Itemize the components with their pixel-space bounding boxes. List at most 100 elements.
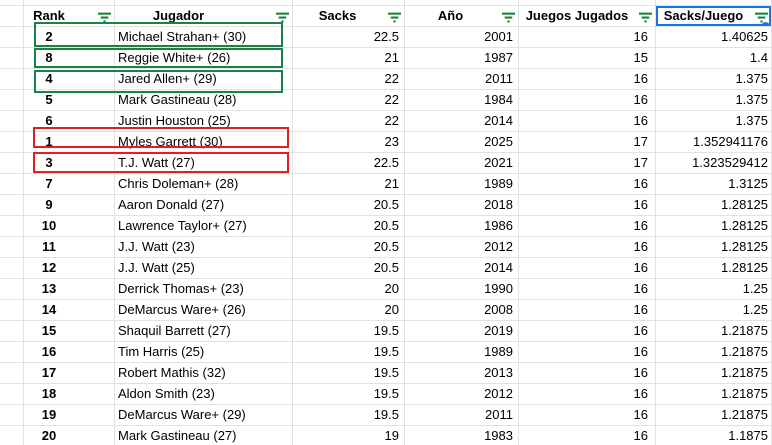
- cell-sacks[interactable]: 22: [293, 69, 405, 90]
- empty-cell[interactable]: [115, 0, 293, 6]
- cell-sacks_juego[interactable]: 1.4: [656, 48, 772, 69]
- cell-sacks[interactable]: 21: [293, 174, 405, 195]
- header-cell-sacks_juego[interactable]: Sacks/Juego: [656, 6, 772, 27]
- header-cell-rank[interactable]: Rank: [24, 6, 115, 27]
- empty-cell[interactable]: [0, 153, 24, 174]
- cell-sacks_juego[interactable]: 1.21875: [656, 363, 772, 384]
- cell-ano[interactable]: 2011: [405, 405, 519, 426]
- cell-jugador[interactable]: Aldon Smith (23): [115, 384, 293, 405]
- cell-sacks_juego[interactable]: 1.3125: [656, 174, 772, 195]
- cell-ano[interactable]: 2012: [405, 237, 519, 258]
- cell-rank[interactable]: 14: [24, 300, 115, 321]
- empty-header-cell[interactable]: [0, 6, 24, 27]
- empty-cell[interactable]: [24, 0, 115, 6]
- cell-ano[interactable]: 1984: [405, 90, 519, 111]
- cell-sacks_juego[interactable]: 1.21875: [656, 405, 772, 426]
- empty-cell[interactable]: [0, 363, 24, 384]
- cell-jugador[interactable]: Robert Mathis (32): [115, 363, 293, 384]
- cell-rank[interactable]: 13: [24, 279, 115, 300]
- cell-juegos_jugados[interactable]: 16: [519, 426, 656, 445]
- cell-jugador[interactable]: Derrick Thomas+ (23): [115, 279, 293, 300]
- header-cell-ano[interactable]: Año: [405, 6, 519, 27]
- cell-sacks[interactable]: 19.5: [293, 405, 405, 426]
- empty-cell[interactable]: [0, 0, 24, 6]
- empty-cell[interactable]: [0, 174, 24, 195]
- cell-sacks[interactable]: 22: [293, 111, 405, 132]
- cell-rank[interactable]: 10: [24, 216, 115, 237]
- cell-jugador[interactable]: T.J. Watt (27): [115, 153, 293, 174]
- empty-cell[interactable]: [0, 300, 24, 321]
- cell-jugador[interactable]: Myles Garrett (30): [115, 132, 293, 153]
- cell-sacks_juego[interactable]: 1.25: [656, 279, 772, 300]
- cell-jugador[interactable]: Mark Gastineau (27): [115, 426, 293, 445]
- cell-ano[interactable]: 1987: [405, 48, 519, 69]
- cell-rank[interactable]: 19: [24, 405, 115, 426]
- cell-jugador[interactable]: Justin Houston (25): [115, 111, 293, 132]
- cell-juegos_jugados[interactable]: 16: [519, 321, 656, 342]
- cell-ano[interactable]: 2012: [405, 384, 519, 405]
- header-cell-jugador[interactable]: Jugador: [115, 6, 293, 27]
- empty-cell[interactable]: [0, 195, 24, 216]
- cell-juegos_jugados[interactable]: 16: [519, 216, 656, 237]
- cell-jugador[interactable]: Michael Strahan+ (30): [115, 27, 293, 48]
- cell-sacks[interactable]: 19: [293, 426, 405, 445]
- cell-rank[interactable]: 4: [24, 69, 115, 90]
- cell-rank[interactable]: 3: [24, 153, 115, 174]
- empty-cell[interactable]: [293, 0, 405, 6]
- cell-sacks_juego[interactable]: 1.375: [656, 69, 772, 90]
- cell-juegos_jugados[interactable]: 16: [519, 90, 656, 111]
- cell-jugador[interactable]: J.J. Watt (25): [115, 258, 293, 279]
- cell-juegos_jugados[interactable]: 16: [519, 300, 656, 321]
- empty-cell[interactable]: [0, 426, 24, 445]
- cell-ano[interactable]: 2019: [405, 321, 519, 342]
- cell-sacks[interactable]: 22.5: [293, 27, 405, 48]
- cell-rank[interactable]: 9: [24, 195, 115, 216]
- cell-ano[interactable]: 1983: [405, 426, 519, 445]
- empty-cell[interactable]: [519, 0, 656, 6]
- cell-sacks_juego[interactable]: 1.21875: [656, 321, 772, 342]
- cell-sacks_juego[interactable]: 1.28125: [656, 258, 772, 279]
- filter-button[interactable]: [387, 11, 401, 23]
- cell-jugador[interactable]: Shaquil Barrett (27): [115, 321, 293, 342]
- cell-sacks_juego[interactable]: 1.352941176: [656, 132, 772, 153]
- filter-button[interactable]: [638, 11, 652, 23]
- cell-juegos_jugados[interactable]: 16: [519, 405, 656, 426]
- cell-juegos_jugados[interactable]: 16: [519, 174, 656, 195]
- cell-jugador[interactable]: Lawrence Taylor+ (27): [115, 216, 293, 237]
- cell-ano[interactable]: 2013: [405, 363, 519, 384]
- empty-cell[interactable]: [0, 27, 24, 48]
- cell-juegos_jugados[interactable]: 16: [519, 27, 656, 48]
- cell-ano[interactable]: 2018: [405, 195, 519, 216]
- cell-ano[interactable]: 2001: [405, 27, 519, 48]
- cell-ano[interactable]: 1989: [405, 174, 519, 195]
- empty-cell[interactable]: [0, 258, 24, 279]
- cell-ano[interactable]: 2011: [405, 69, 519, 90]
- cell-rank[interactable]: 16: [24, 342, 115, 363]
- cell-ano[interactable]: 1989: [405, 342, 519, 363]
- empty-cell[interactable]: [0, 90, 24, 111]
- cell-sacks[interactable]: 20.5: [293, 195, 405, 216]
- cell-sacks[interactable]: 23: [293, 132, 405, 153]
- cell-juegos_jugados[interactable]: 15: [519, 48, 656, 69]
- cell-jugador[interactable]: Aaron Donald (27): [115, 195, 293, 216]
- cell-rank[interactable]: 8: [24, 48, 115, 69]
- cell-juegos_jugados[interactable]: 16: [519, 258, 656, 279]
- cell-sacks[interactable]: 20.5: [293, 237, 405, 258]
- cell-rank[interactable]: 11: [24, 237, 115, 258]
- empty-cell[interactable]: [0, 405, 24, 426]
- empty-cell[interactable]: [0, 342, 24, 363]
- cell-sacks[interactable]: 19.5: [293, 384, 405, 405]
- cell-rank[interactable]: 12: [24, 258, 115, 279]
- cell-ano[interactable]: 2021: [405, 153, 519, 174]
- cell-sacks_juego[interactable]: 1.323529412: [656, 153, 772, 174]
- cell-jugador[interactable]: DeMarcus Ware+ (26): [115, 300, 293, 321]
- empty-cell[interactable]: [0, 69, 24, 90]
- cell-sacks_juego[interactable]: 1.28125: [656, 216, 772, 237]
- cell-sacks[interactable]: 22.5: [293, 153, 405, 174]
- cell-sacks_juego[interactable]: 1.21875: [656, 384, 772, 405]
- cell-juegos_jugados[interactable]: 16: [519, 363, 656, 384]
- cell-sacks[interactable]: 19.5: [293, 321, 405, 342]
- empty-cell[interactable]: [0, 216, 24, 237]
- cell-juegos_jugados[interactable]: 17: [519, 153, 656, 174]
- cell-juegos_jugados[interactable]: 16: [519, 111, 656, 132]
